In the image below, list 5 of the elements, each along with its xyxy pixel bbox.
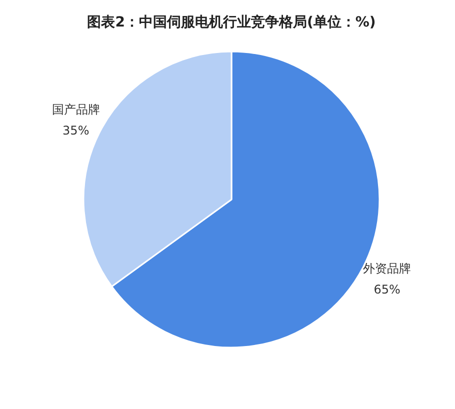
data-label: 35%: [62, 124, 90, 138]
chart-title: 图表2：中国伺服电机行业竞争格局(单位：%): [87, 14, 376, 30]
slice-label: 外资品牌: [363, 261, 412, 276]
slice-label: 国产品牌: [52, 102, 100, 117]
data-label: 65%: [374, 282, 400, 296]
